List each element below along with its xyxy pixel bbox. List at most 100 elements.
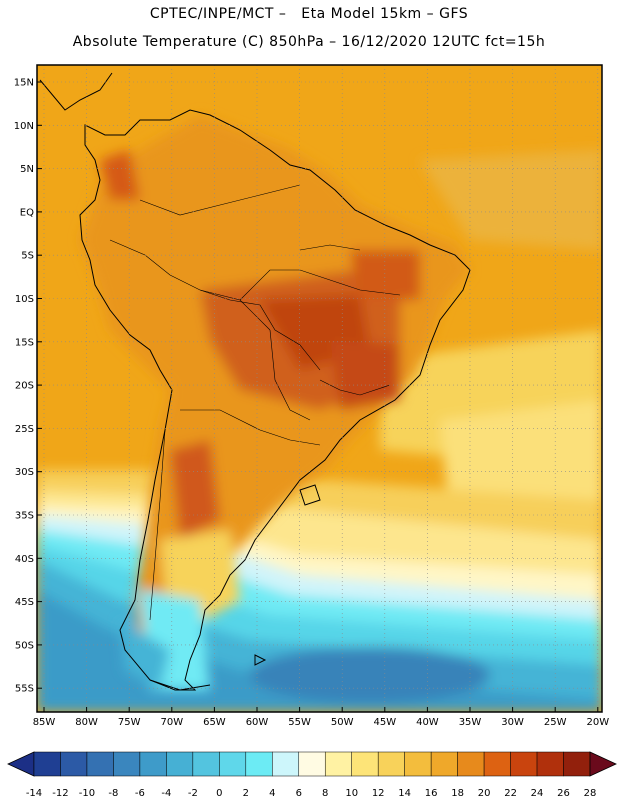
colorbar-label: 6 (296, 788, 302, 799)
cold-core-south (250, 647, 490, 703)
colorbar-swatch (33, 751, 61, 777)
cooler-atlantic-band (440, 400, 602, 520)
lat-label: 30S (15, 467, 34, 478)
colorbar-swatch (351, 751, 379, 777)
border-chile-argentina (149, 429, 166, 621)
south-america-coast (79, 109, 471, 691)
warm-core-patagonia (170, 440, 220, 540)
lon-label: 20W (586, 717, 609, 728)
lon-label: 85W (33, 717, 56, 728)
lat-label: 20S (15, 381, 34, 392)
border-paraguay (269, 329, 311, 421)
colorbar-label: -4 (161, 788, 171, 799)
colorbar-label: 26 (557, 788, 570, 799)
colorbar-label: 28 (584, 788, 597, 799)
map-field (37, 65, 602, 712)
colorbar-swatch (563, 751, 591, 777)
colorbar-label: 4 (269, 788, 275, 799)
colorbar: -14 -12 -10 -8 -6 -4 -2 0 2 4 6 8 10 12 14 16 18 20 22 24 26… (7, 751, 617, 799)
colorbar-label: 12 (372, 788, 385, 799)
colorbar-swatch (457, 751, 485, 777)
lat-label: 45S (15, 597, 34, 608)
colorbar-swatch (60, 751, 88, 777)
map-frame (36, 64, 603, 713)
border-peru-brazil (109, 239, 271, 331)
coastlines (39, 72, 471, 691)
lon-label: 60W (246, 717, 269, 728)
border-brazil-states (239, 269, 401, 301)
lon-label: 25W (544, 717, 567, 728)
colorbar-label: -6 (135, 788, 145, 799)
lat-label: EQ (20, 207, 34, 218)
colorbar-label: 22 (504, 788, 517, 799)
border-north (139, 184, 301, 216)
tierra-del-fuego-coast (149, 679, 211, 691)
warm-core-northeast (350, 250, 420, 300)
lat-label: 50S (15, 640, 34, 651)
coldest-tip (120, 620, 170, 690)
uruguay-coast (299, 484, 321, 506)
border-brazil-north (299, 244, 361, 251)
colorbar-label: 16 (425, 788, 438, 799)
hot-core-southeast (330, 340, 400, 410)
colorbar-swatch (324, 751, 352, 777)
colorbar-swatch (272, 751, 300, 777)
warm-core-colombia (100, 150, 140, 200)
colorbar-swatch (192, 751, 220, 777)
lon-label: 35W (459, 717, 482, 728)
lat-label: 15S (15, 337, 34, 348)
colorbar-swatch (166, 751, 194, 777)
colorbar-swatch (113, 751, 141, 777)
colorbar-swatch (86, 751, 114, 777)
colorbar-label: -14 (26, 788, 42, 799)
colorbar-label: 20 (478, 788, 491, 799)
lat-label: 5S (21, 251, 34, 262)
lon-label: 45W (373, 717, 396, 728)
colorbar-low-arrow (7, 751, 35, 777)
lon-label: 30W (501, 717, 524, 728)
colorbar-swatch (245, 751, 273, 777)
colorbar-swatch (298, 751, 326, 777)
lat-label: 25S (15, 424, 34, 435)
lon-label: 55W (288, 717, 311, 728)
colorbar-swatch (404, 751, 432, 777)
lat-axis: 15N 10N 5N EQ 5S 10S 15S 20S 25S 30S 35S 40S 45S 50S 5… (14, 78, 42, 695)
falklands-coast (254, 654, 267, 666)
colorbar-label: 2 (243, 788, 249, 799)
lon-axis: 85W 80W 75W 70W 65W 60W 55W 50W 45W 40W 35W 30W 25W 2… (33, 707, 609, 728)
border-argentina-north (180, 409, 321, 446)
lat-label: 10S (15, 294, 34, 305)
colorbar-label: 0 (216, 788, 222, 799)
warm-atlantic-band (420, 150, 602, 250)
lon-label: 75W (118, 717, 141, 728)
colorbar-high-arrow (589, 751, 617, 777)
colorbar-swatch (219, 751, 247, 777)
lat-label: 35S (15, 511, 34, 522)
colorbar-swatch (430, 751, 458, 777)
colorbar-swatch (536, 751, 564, 777)
colorbar-label: 8 (322, 788, 328, 799)
lat-label: 40S (15, 554, 34, 565)
colorbar-label: -2 (188, 788, 198, 799)
colorbar-label: 10 (345, 788, 358, 799)
lat-label: 10N (14, 121, 34, 132)
colorbar-swatch (510, 751, 538, 777)
land-field (80, 115, 470, 690)
colorbar-label: -10 (79, 788, 95, 799)
colorbar-label: 18 (451, 788, 464, 799)
lat-label: 15N (14, 78, 34, 89)
country-borders (109, 184, 401, 621)
lat-label: 55S (15, 684, 34, 695)
colorbar-swatch (139, 751, 167, 777)
colorbar-label: -12 (52, 788, 68, 799)
colorbar-label: 24 (531, 788, 544, 799)
lon-label: 80W (75, 717, 98, 728)
lon-label: 50W (331, 717, 354, 728)
lon-label: 40W (416, 717, 439, 728)
lon-label: 65W (203, 717, 226, 728)
colorbar-label: 14 (398, 788, 411, 799)
map-title-line2: Absolute Temperature (C) 850hPa – 16/12/… (72, 34, 546, 50)
lat-label: 5N (20, 164, 34, 175)
colorbar-swatch (377, 751, 405, 777)
